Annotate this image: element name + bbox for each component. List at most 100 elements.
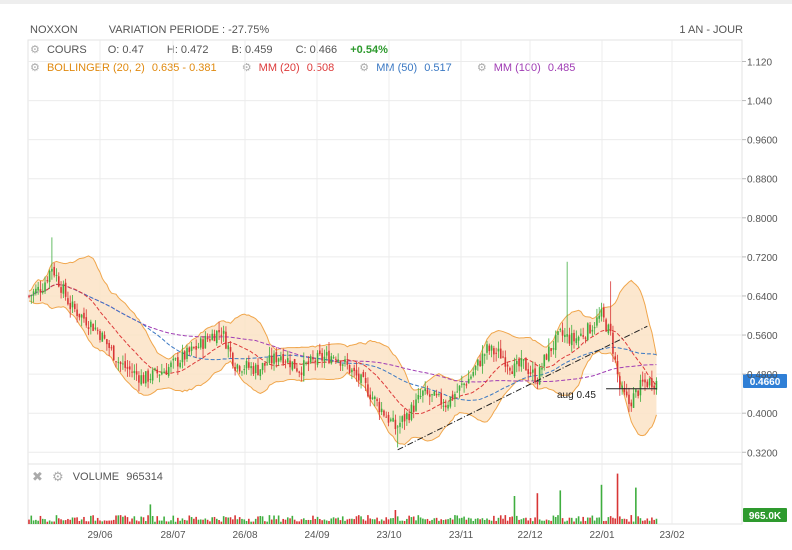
volume-bar bbox=[506, 520, 509, 524]
volume-bar bbox=[241, 518, 243, 524]
candle-body bbox=[199, 338, 202, 348]
candle-body bbox=[561, 330, 564, 336]
volume-bar bbox=[126, 517, 129, 524]
volume-bar bbox=[612, 517, 614, 524]
candle-body bbox=[298, 371, 301, 373]
gear-icon[interactable]: ⚙ bbox=[30, 44, 40, 56]
volume-bar bbox=[284, 519, 287, 524]
volume-bar bbox=[431, 519, 433, 524]
candle bbox=[454, 391, 456, 408]
close-icon[interactable]: ✖ bbox=[32, 469, 43, 484]
candle-body bbox=[451, 394, 454, 400]
volume-bar bbox=[142, 517, 145, 524]
candle bbox=[298, 370, 301, 378]
candle-body bbox=[270, 355, 273, 364]
volume-bar bbox=[367, 515, 369, 524]
candle-body bbox=[128, 366, 131, 370]
candle-body bbox=[357, 373, 360, 381]
gear-icon[interactable]: ⚙ bbox=[241, 62, 252, 74]
candle bbox=[179, 359, 181, 369]
candle-body bbox=[170, 362, 172, 368]
candle-body bbox=[522, 359, 525, 361]
candle bbox=[573, 329, 575, 349]
gear-icon[interactable]: ⚙ bbox=[359, 62, 370, 74]
volume-bar bbox=[332, 517, 335, 524]
candle bbox=[600, 302, 603, 322]
candle bbox=[348, 364, 351, 375]
candle-body bbox=[502, 356, 504, 358]
candle bbox=[117, 357, 120, 371]
candle-body bbox=[373, 396, 376, 399]
volume-bar bbox=[545, 519, 548, 524]
gear-icon[interactable]: ⚙ bbox=[51, 469, 64, 484]
candle-body bbox=[103, 334, 106, 339]
candle bbox=[529, 365, 532, 377]
candle bbox=[566, 261, 568, 344]
candle bbox=[108, 340, 110, 357]
volume-bar bbox=[305, 520, 307, 524]
volume-bar bbox=[541, 520, 543, 524]
candle-body bbox=[483, 354, 486, 356]
candle bbox=[648, 377, 651, 389]
volume-bar bbox=[467, 517, 470, 524]
candle-body bbox=[520, 358, 523, 367]
gear-icon[interactable]: ⚙ bbox=[30, 62, 40, 74]
candle bbox=[394, 414, 397, 435]
volume-bar bbox=[586, 517, 589, 524]
candle-body bbox=[122, 363, 124, 365]
candle-body bbox=[584, 337, 587, 339]
candle-body bbox=[428, 394, 431, 397]
candle-body bbox=[346, 361, 349, 365]
candle-body bbox=[504, 357, 507, 367]
volume-bar bbox=[458, 518, 461, 524]
candle-body bbox=[245, 361, 248, 369]
candle bbox=[101, 331, 104, 342]
candle-body bbox=[147, 370, 149, 382]
candle bbox=[90, 319, 92, 335]
candle bbox=[177, 352, 179, 375]
volume-bar bbox=[293, 519, 296, 524]
candle bbox=[277, 357, 280, 366]
candle bbox=[293, 358, 296, 369]
candle-body bbox=[144, 371, 147, 384]
volume-bar bbox=[582, 516, 584, 524]
volume-bar bbox=[110, 520, 113, 524]
period-selector[interactable]: 1 AN - JOUR bbox=[679, 24, 743, 36]
candle bbox=[60, 281, 62, 299]
candle-body bbox=[415, 399, 417, 411]
candle bbox=[28, 294, 30, 299]
candle-body bbox=[261, 363, 264, 371]
candle bbox=[83, 307, 85, 323]
volume-bar bbox=[534, 517, 536, 524]
candle bbox=[568, 327, 571, 347]
candle bbox=[303, 352, 305, 382]
gear-icon[interactable]: ⚙ bbox=[476, 62, 487, 74]
y-tick-label: 0.4000 bbox=[747, 409, 778, 420]
candle-body bbox=[291, 361, 294, 370]
candle bbox=[85, 309, 88, 328]
volume-bar bbox=[179, 520, 181, 524]
volume-bar bbox=[55, 515, 58, 524]
candle-body bbox=[419, 395, 422, 397]
candle-body bbox=[51, 268, 53, 272]
volume-bar bbox=[449, 517, 452, 524]
grid bbox=[27, 39, 743, 525]
candle-body bbox=[339, 361, 342, 366]
candle-body bbox=[177, 357, 179, 367]
candle-body bbox=[580, 333, 582, 336]
candle bbox=[46, 276, 49, 284]
candle bbox=[612, 325, 614, 363]
volume-bar bbox=[270, 519, 273, 524]
candle-body bbox=[637, 390, 639, 397]
candle bbox=[525, 357, 527, 371]
candle-body bbox=[390, 419, 392, 421]
volume-bar bbox=[422, 518, 424, 524]
volume-label: VOLUME bbox=[72, 471, 120, 483]
candle-body bbox=[161, 371, 163, 375]
candle-body bbox=[630, 402, 633, 407]
candle bbox=[257, 358, 259, 376]
volume-bar bbox=[348, 518, 351, 524]
volume-bar bbox=[550, 520, 552, 524]
volume-bar bbox=[103, 520, 106, 524]
